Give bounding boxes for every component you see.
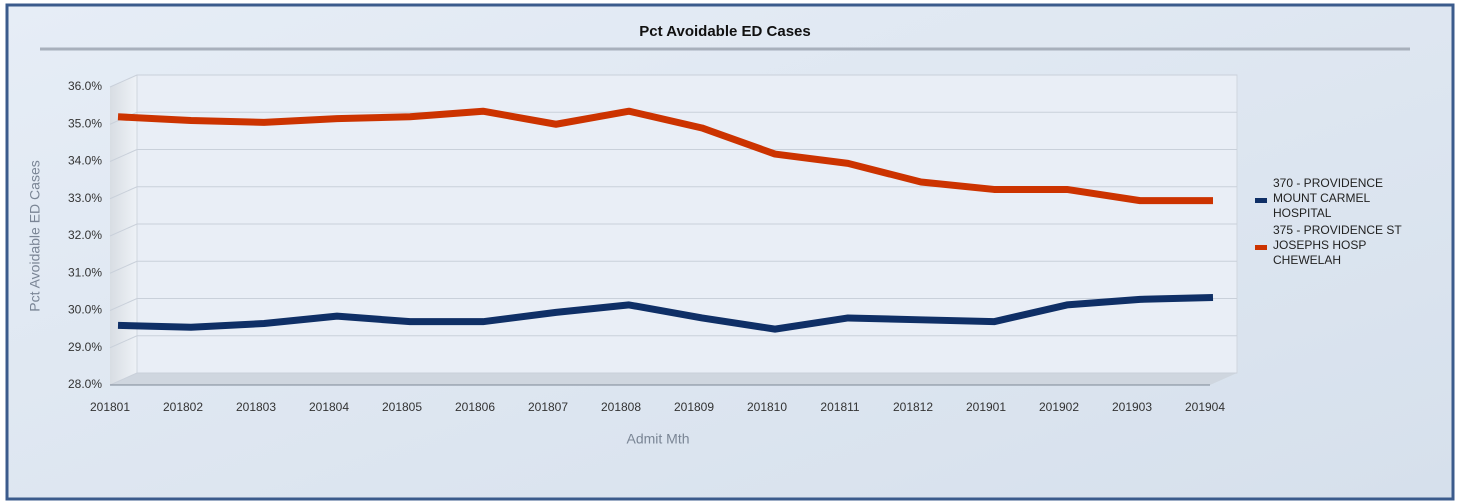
x-tick-label: 201904 <box>1185 400 1225 414</box>
y-tick-label: 33.0% <box>68 191 102 205</box>
y-tick-label: 31.0% <box>68 265 102 279</box>
grid-line <box>109 223 138 237</box>
x-tick-label: 201810 <box>747 400 787 414</box>
x-tick-label: 201809 <box>674 400 714 414</box>
grid-line <box>109 186 138 200</box>
legend-item: 370 - PROVIDENCE MOUNT CARMEL HOSPITAL <box>1255 176 1415 221</box>
series-line <box>117 107 1213 205</box>
x-tick-label: 201901 <box>966 400 1006 414</box>
x-tick-label: 201807 <box>528 400 568 414</box>
x-tick-label: 201811 <box>820 400 859 414</box>
series-line <box>117 293 1214 333</box>
grid-line <box>109 335 138 349</box>
x-axis-title: Admit Mth <box>626 431 689 447</box>
y-tick-label: 36.0% <box>68 79 102 93</box>
y-tick-label: 30.0% <box>68 303 102 317</box>
y-tick-label: 28.0% <box>68 377 102 391</box>
legend-swatch <box>1255 198 1267 203</box>
grid-line <box>109 74 138 88</box>
chart-title: Pct Avoidable ED Cases <box>639 23 810 40</box>
x-tick-label: 201812 <box>893 400 933 414</box>
legend-label: 370 - PROVIDENCE MOUNT CARMEL HOSPITAL <box>1273 176 1384 220</box>
x-tick-label: 201801 <box>90 400 130 414</box>
floor <box>110 373 1237 385</box>
grid-line <box>109 149 138 162</box>
legend: 370 - PROVIDENCE MOUNT CARMEL HOSPITAL 37… <box>1255 176 1415 270</box>
legend-label: 375 - PROVIDENCE ST JOSEPHS HOSP CHEWELA… <box>1273 223 1402 267</box>
y-tick-label: 32.0% <box>68 228 102 242</box>
x-tick-label: 201804 <box>309 400 349 414</box>
x-tick-label: 201803 <box>236 400 276 414</box>
x-tick-label: 201808 <box>601 400 641 414</box>
y-tick-label: 34.0% <box>68 154 102 168</box>
x-tick-label: 201903 <box>1112 400 1152 414</box>
grid-line <box>109 298 138 311</box>
grid-line <box>109 372 138 386</box>
x-tick-label: 201806 <box>455 400 495 414</box>
x-tick-label: 201802 <box>163 400 203 414</box>
y-tick-label: 35.0% <box>68 116 102 130</box>
y-tick-label: 29.0% <box>68 340 102 354</box>
x-tick-label: 201902 <box>1039 400 1079 414</box>
grid-line <box>109 260 138 274</box>
x-tick-label: 201805 <box>382 400 422 414</box>
legend-item: 375 - PROVIDENCE ST JOSEPHS HOSP CHEWELA… <box>1255 223 1415 268</box>
y-axis-title: Pct Avoidable ED Cases <box>27 160 43 312</box>
legend-swatch <box>1255 245 1267 250</box>
